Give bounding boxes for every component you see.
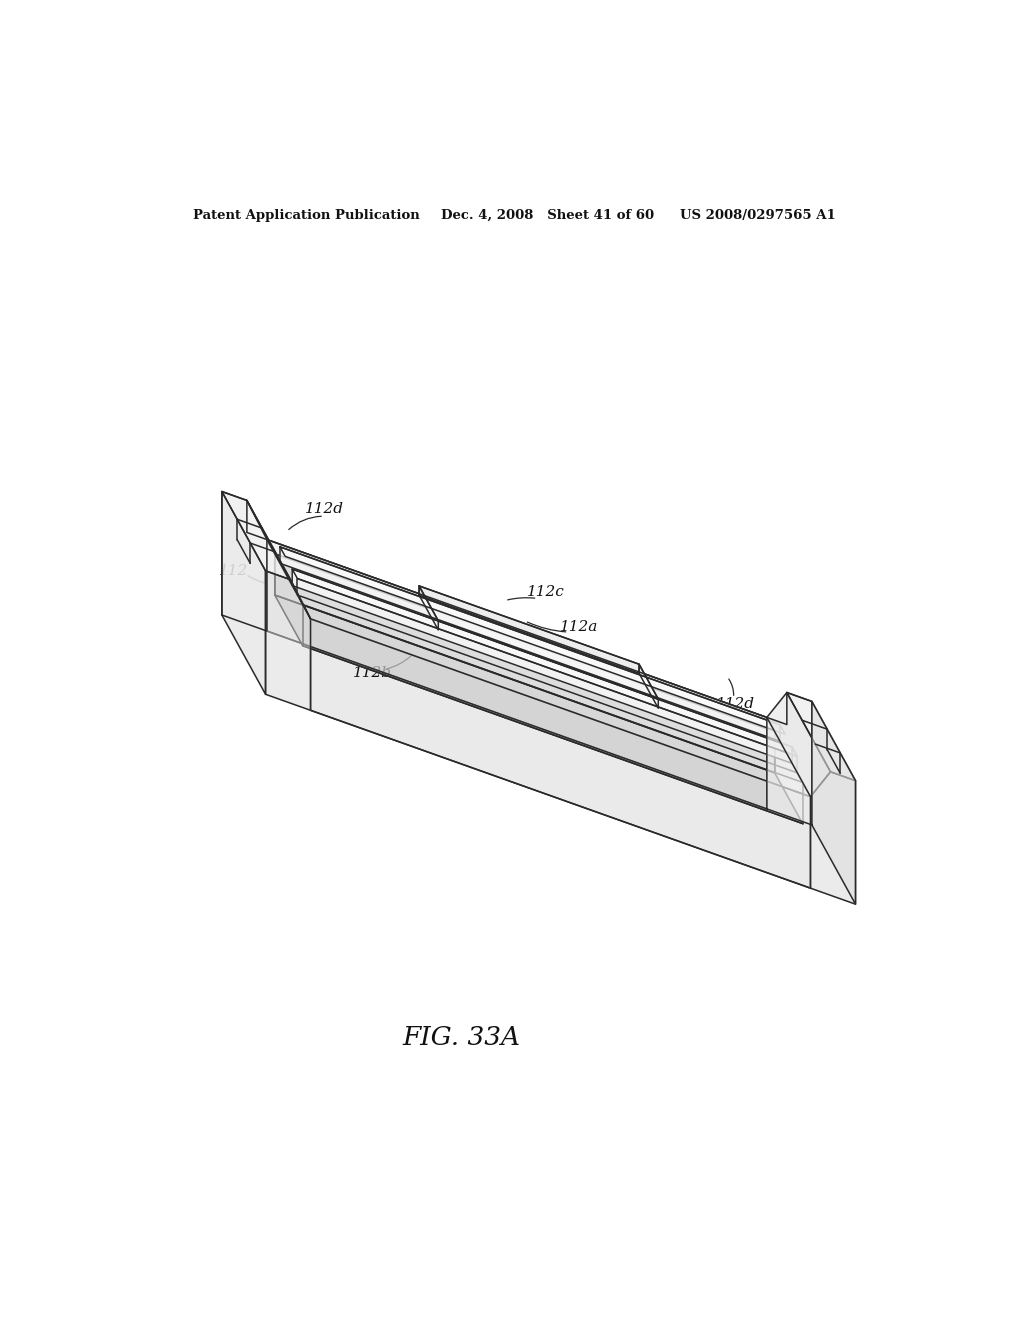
Polygon shape: [767, 693, 830, 797]
Text: Patent Application Publication: Patent Application Publication: [194, 209, 420, 222]
Text: 112d: 112d: [716, 697, 755, 711]
Polygon shape: [222, 491, 291, 579]
Polygon shape: [767, 693, 812, 825]
Text: Dec. 4, 2008   Sheet 41 of 60: Dec. 4, 2008 Sheet 41 of 60: [441, 209, 654, 222]
Text: 112: 112: [219, 564, 248, 578]
Text: 112b: 112b: [353, 665, 392, 680]
Polygon shape: [222, 491, 267, 631]
Text: 112a: 112a: [559, 620, 598, 634]
Polygon shape: [812, 701, 855, 904]
Polygon shape: [274, 554, 775, 772]
Polygon shape: [419, 586, 438, 630]
Polygon shape: [280, 546, 780, 742]
Polygon shape: [267, 540, 767, 809]
Text: US 2008/0297565 A1: US 2008/0297565 A1: [680, 209, 836, 222]
Polygon shape: [274, 595, 803, 824]
Polygon shape: [811, 772, 855, 904]
Polygon shape: [292, 569, 798, 756]
Polygon shape: [247, 500, 310, 619]
Polygon shape: [280, 546, 785, 734]
Polygon shape: [265, 570, 310, 710]
Polygon shape: [786, 693, 855, 780]
Text: 112c: 112c: [526, 585, 564, 599]
Polygon shape: [419, 586, 639, 673]
Text: FIG. 33A: FIG. 33A: [402, 1026, 520, 1051]
Polygon shape: [310, 619, 811, 888]
Polygon shape: [267, 540, 811, 797]
Polygon shape: [639, 664, 658, 709]
Polygon shape: [419, 586, 658, 700]
Polygon shape: [222, 491, 265, 694]
Polygon shape: [292, 569, 793, 763]
Text: 112d: 112d: [305, 502, 344, 516]
